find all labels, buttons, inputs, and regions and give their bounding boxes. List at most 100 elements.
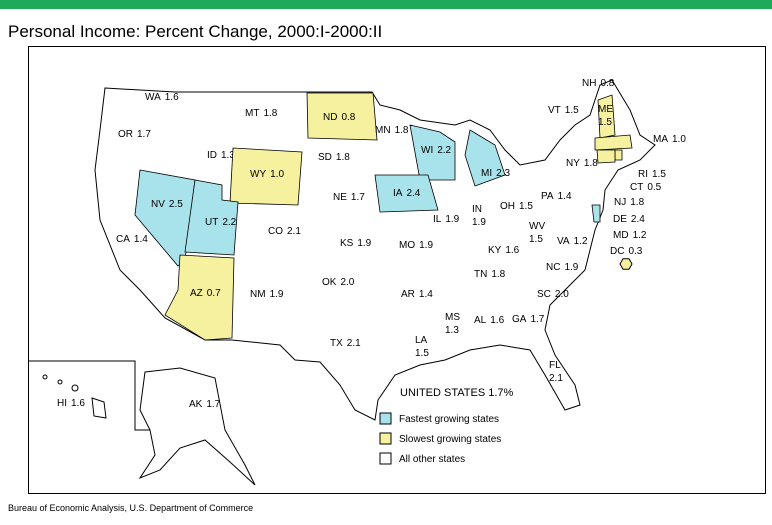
state-name: CO [268, 226, 283, 237]
state-label: CO 2.1 [268, 226, 301, 237]
state-label: NY 1.8 [566, 158, 598, 169]
state-name: FL [549, 360, 561, 371]
state-name: MN [375, 125, 391, 136]
state-label: NM 1.9 [250, 289, 284, 300]
state-label: MA 1.0 [653, 134, 686, 145]
legend-label: Fastest growing states [399, 414, 499, 425]
state-label: ID 1.3 [207, 150, 235, 161]
state-name: WA [145, 92, 161, 103]
state-value: 1.7 [137, 129, 151, 140]
state-name: CT [630, 182, 643, 193]
top-stripe [0, 0, 772, 9]
state-label: LA 1.5 [415, 335, 429, 359]
state-value: 2.0 [555, 289, 569, 300]
state-label: NH 0.8 [582, 78, 615, 89]
state-label: DC 0.3 [610, 246, 643, 257]
state-region [591, 204, 601, 223]
state-value: 1.9 [472, 217, 486, 228]
map: WA 1.6 OR 1.7 ID 1.3 MT 1.8 ND 0.8 MN 1.8 WI 2.2 MI 2.3… [29, 78, 686, 486]
state-value: 2.4 [406, 188, 420, 199]
state-value: 0.3 [628, 246, 642, 257]
state-name: MO [399, 240, 415, 251]
state-value: 2.1 [549, 373, 563, 384]
state-value: 1.9 [419, 240, 433, 251]
state-value: 1.3 [445, 325, 459, 336]
state-value: 2.0 [340, 277, 354, 288]
state-value: 1.7 [351, 192, 365, 203]
state-value: 0.8 [341, 112, 355, 123]
state-label: AZ 0.7 [190, 288, 221, 299]
state-name: DC [610, 246, 624, 257]
legend-swatch [379, 432, 392, 445]
state-value: 1.2 [574, 236, 588, 247]
state-region [596, 149, 616, 164]
state-name: VT [548, 105, 561, 116]
state-label: KY 1.6 [488, 245, 520, 256]
state-value: 1.0 [270, 169, 284, 180]
state-name: ME [598, 104, 613, 115]
state-name: MA [653, 134, 668, 145]
legend-label: Slowest growing states [399, 434, 501, 445]
state-label: CT 0.5 [630, 182, 662, 193]
state-name: WV [529, 221, 545, 232]
state-region [229, 147, 303, 206]
state-value: 1.4 [558, 191, 572, 202]
state-name: KS [340, 238, 354, 249]
state-name: IA [393, 188, 403, 199]
state-name: TX [330, 338, 343, 349]
state-name: MI [481, 168, 492, 179]
state-name: NC [546, 262, 560, 273]
legend-label: All other states [399, 454, 465, 465]
state-label: RI 1.5 [638, 169, 666, 180]
state-label: AL 1.6 [474, 315, 505, 326]
state-label: MD 1.2 [613, 230, 647, 241]
state-name: AK [189, 399, 203, 410]
state-label: GA 1.7 [512, 314, 545, 325]
state-name: AR [401, 289, 415, 300]
alaska-shape [138, 367, 256, 486]
state-label: IN 1.9 [472, 204, 486, 228]
state-label: TN 1.8 [474, 269, 506, 280]
state-label: DE 2.4 [613, 214, 645, 225]
state-value: 1.8 [491, 269, 505, 280]
state-name: RI [638, 169, 648, 180]
state-value: 1.7 [530, 314, 544, 325]
state-region [614, 149, 623, 161]
us-total: UNITED STATES 1.7% [400, 387, 514, 399]
state-label: ND 0.8 [323, 112, 356, 123]
state-value: 2.1 [287, 226, 301, 237]
state-name: OR [118, 129, 133, 140]
state-name: UT [205, 217, 218, 228]
state-value: 1.0 [672, 134, 686, 145]
state-value: 0.7 [207, 288, 221, 299]
state-label: SD 1.8 [318, 152, 350, 163]
state-label: HI 1.6 [57, 398, 85, 409]
legend-swatch [379, 452, 392, 465]
state-label: AR 1.4 [401, 289, 433, 300]
state-label: MI 2.3 [481, 168, 510, 179]
state-value: 2.3 [496, 168, 510, 179]
hawaii-island [71, 384, 79, 392]
state-name: NH [582, 78, 596, 89]
state-name: SD [318, 152, 332, 163]
state-value: 1.5 [529, 234, 543, 245]
state-name: IL [433, 214, 442, 225]
state-value: 1.6 [165, 92, 179, 103]
state-value: 1.7 [206, 399, 220, 410]
state-value: 1.4 [419, 289, 433, 300]
state-value: 2.2 [222, 217, 236, 228]
legend: Fastest growing states Slowest growing st… [379, 412, 501, 465]
state-value: 2.2 [437, 145, 451, 156]
state-label: KS 1.9 [340, 238, 372, 249]
state-value: 0.5 [647, 182, 661, 193]
state-label: UT 2.2 [205, 217, 237, 228]
state-name: MD [613, 230, 629, 241]
state-name: NM [250, 289, 266, 300]
state-value: 2.4 [631, 214, 645, 225]
state-region [597, 94, 616, 139]
state-label: FL 2.1 [549, 360, 563, 384]
footer: Bureau of Economic Analysis, U.S. Depart… [8, 503, 253, 513]
state-label: MN 1.8 [375, 125, 409, 136]
